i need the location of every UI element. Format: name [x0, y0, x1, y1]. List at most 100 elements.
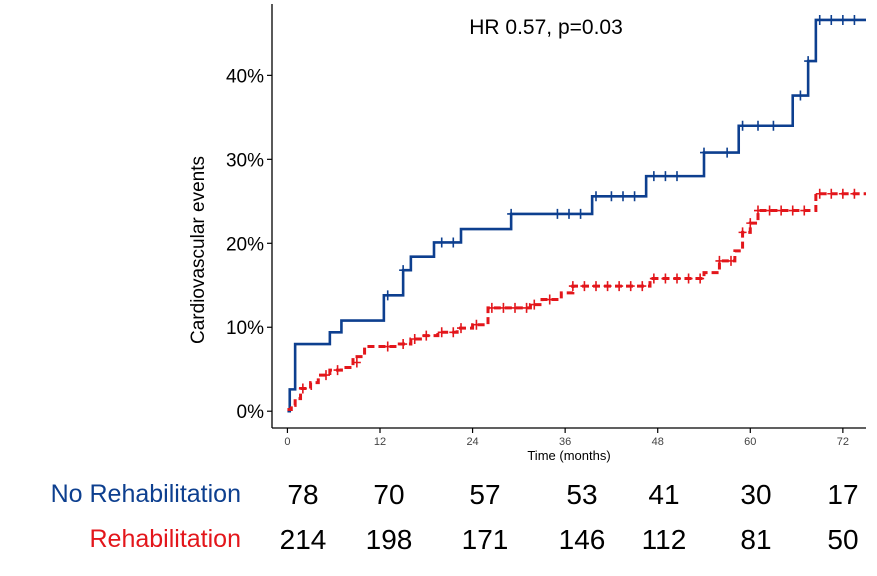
- y-tick-label: 10%: [226, 318, 264, 339]
- censor-mark: [754, 205, 762, 216]
- censor-mark: [437, 237, 446, 248]
- hazard-ratio-annotation: HR 0.57, p=0.03: [469, 16, 623, 39]
- censor-mark: [298, 383, 307, 394]
- censor-mark: [449, 237, 458, 248]
- censor-mark: [619, 191, 627, 202]
- x-tick-label: 0: [284, 436, 290, 448]
- censor-mark: [673, 171, 681, 182]
- x-tick-label: 60: [744, 436, 756, 448]
- risk-count: 53: [566, 479, 597, 510]
- censor-mark: [738, 120, 747, 131]
- censor-mark: [838, 188, 847, 199]
- x-tick-label: 36: [559, 436, 571, 448]
- risk-count: 112: [642, 524, 687, 555]
- censor-mark: [507, 208, 516, 219]
- risk-count: 78: [287, 479, 318, 510]
- censor-mark: [638, 281, 647, 292]
- censor-mark: [333, 365, 342, 376]
- censor-mark: [626, 281, 635, 292]
- axes: 0% 10% 20% 30% 40% 0 12 24 36 48 60 72: [226, 4, 866, 448]
- risk-count: 81: [740, 524, 771, 555]
- series-rehabilitation: [287, 188, 866, 412]
- censor-mark: [727, 255, 735, 266]
- censor-mark: [568, 281, 577, 292]
- censor-mark: [723, 147, 732, 158]
- censor-mark: [487, 302, 496, 313]
- censor-mark: [410, 334, 419, 345]
- x-tick-label: 24: [466, 436, 478, 448]
- censor-mark: [530, 299, 539, 310]
- censor-mark: [576, 208, 585, 219]
- censor-mark: [649, 273, 658, 284]
- censor-mark: [607, 191, 616, 202]
- censor-mark: [383, 290, 392, 301]
- censor-mark: [565, 208, 573, 219]
- series-no-rehabilitation: [287, 14, 866, 413]
- y-tick-label: 40%: [226, 66, 264, 87]
- risk-row-label: Rehabilitation: [90, 525, 242, 553]
- censor-mark: [399, 265, 408, 276]
- censor-mark: [511, 302, 519, 313]
- censor-mark: [838, 14, 847, 25]
- censor-mark: [700, 147, 708, 158]
- censor-mark: [815, 188, 824, 199]
- censor-mark: [827, 188, 836, 199]
- censor-mark: [457, 323, 465, 334]
- censor-mark: [850, 188, 859, 199]
- censor-mark: [738, 227, 747, 238]
- risk-count: 146: [559, 524, 606, 555]
- censor-mark: [553, 208, 562, 219]
- series-layer: [287, 14, 866, 413]
- censor-mark: [684, 273, 693, 284]
- series-line-no-rehabilitation: [287, 18, 866, 413]
- censor-mark: [422, 330, 431, 341]
- y-axis-label: Cardiovascular events: [188, 156, 209, 344]
- censor-mark: [649, 171, 658, 182]
- censor-mark: [580, 281, 589, 292]
- censor-mark: [383, 341, 392, 352]
- censor-mark: [522, 302, 531, 313]
- risk-count: 57: [469, 479, 500, 510]
- censor-mark: [603, 281, 612, 292]
- y-tick-label: 0%: [237, 402, 265, 423]
- censor-mark: [449, 327, 458, 338]
- censor-mark: [437, 327, 446, 338]
- censor-mark: [800, 205, 809, 216]
- risk-row-label: No Rehabilitation: [51, 480, 241, 508]
- censor-mark: [765, 205, 774, 216]
- censor-mark: [769, 120, 778, 131]
- censor-mark: [615, 281, 624, 292]
- censor-mark: [673, 273, 681, 284]
- censor-mark: [746, 218, 755, 229]
- censor-mark: [661, 273, 670, 284]
- censor-mark: [804, 56, 813, 67]
- censor-mark: [696, 273, 705, 284]
- risk-count: 50: [827, 524, 858, 555]
- x-tick-label: 12: [374, 436, 386, 448]
- censor-mark: [399, 339, 408, 350]
- censor-mark: [815, 14, 824, 25]
- censor-mark: [796, 90, 805, 101]
- censor-mark: [827, 14, 836, 25]
- risk-count: 41: [648, 479, 679, 510]
- x-tick-label: 48: [652, 436, 664, 448]
- censor-mark: [715, 255, 724, 266]
- risk-count: 198: [366, 524, 413, 555]
- risk-count: 214: [280, 524, 327, 555]
- x-tick-label: 72: [837, 436, 849, 448]
- censor-mark: [545, 294, 554, 305]
- censor-mark: [499, 302, 508, 313]
- censor-mark: [472, 319, 481, 330]
- censor-mark: [788, 205, 797, 216]
- censor-mark: [754, 120, 762, 131]
- risk-count: 70: [373, 479, 404, 510]
- censor-mark: [850, 14, 859, 25]
- censor-mark: [630, 191, 639, 202]
- risk-count: 17: [827, 479, 858, 510]
- censor-mark: [661, 171, 670, 182]
- censor-mark: [592, 191, 600, 202]
- y-tick-label: 20%: [226, 234, 264, 255]
- risk-table: No Rehabilitation 78 70 57 53 41 30 17 Rehabilit…: [51, 479, 859, 555]
- series-line-rehabilitation: [287, 192, 866, 412]
